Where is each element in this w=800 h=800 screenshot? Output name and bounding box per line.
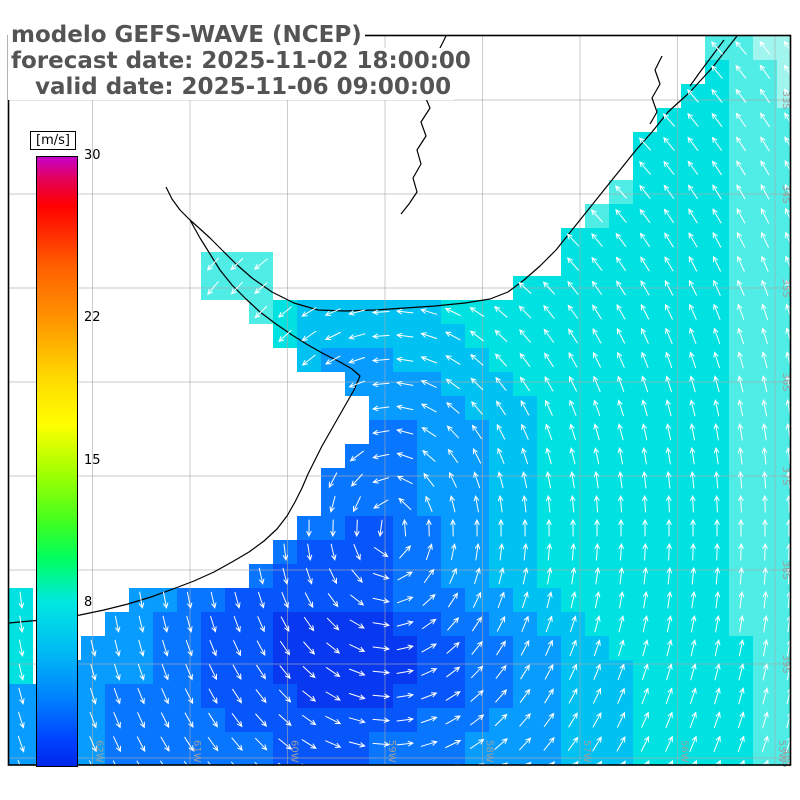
colorbar-tick-label: 30 [84, 148, 101, 163]
colorbar-tick-label: 22 [84, 310, 101, 326]
model-title: modelo GEFS-WAVE (NCEP) [8, 22, 365, 48]
coastline [8, 35, 738, 624]
longitude-label: 61W [191, 740, 202, 763]
valid-date: valid date: 2025-11-06 09:00:00 [8, 74, 455, 100]
forecast-date: forecast date: 2025-11-02 18:00:00 [8, 48, 474, 74]
latitude-label: 38S [780, 560, 791, 579]
longitude-label: 59W [386, 740, 397, 763]
longitude-label: 58W [484, 740, 495, 763]
latitude-label: 36S [780, 372, 791, 391]
longitude-label: 60W [289, 740, 300, 763]
longitude-label: 55W [776, 740, 787, 763]
map-frame [7, 34, 792, 766]
colorbar-tick-label: 8 [84, 594, 93, 610]
colorbar-tick-label: 15 [84, 452, 101, 468]
latitude-label: 33S [780, 90, 791, 109]
latitude-label: 40S [780, 748, 791, 767]
latitude-label: 37S [780, 466, 791, 485]
latitude-label: 34S [780, 184, 791, 203]
latitude-label: 35S [780, 278, 791, 297]
longitude-label: 56W [679, 740, 690, 763]
latitude-label: 39S [780, 654, 791, 673]
colorbar-gradient [36, 156, 78, 767]
map-header: modelo GEFS-WAVE (NCEP) forecast date: 2… [8, 22, 474, 100]
longitude-label: 57W [581, 740, 592, 763]
graticule [8, 35, 791, 765]
colorbar-unit-label: [m/s] [30, 131, 76, 150]
graticule-labels: 33S 34S 35S 36S 37S 38S 39S 40S 62W 61W 60W 59W 58W 5… [94, 90, 792, 767]
longitude-label: 62W [94, 740, 105, 763]
